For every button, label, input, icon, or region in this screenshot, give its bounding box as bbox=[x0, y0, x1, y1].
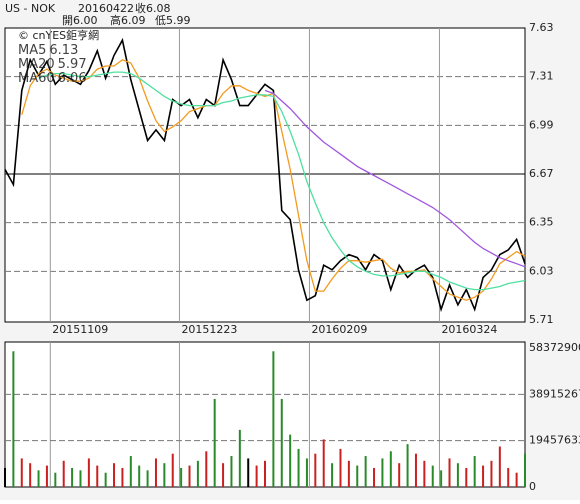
volume-bar bbox=[113, 463, 116, 487]
volume-bar bbox=[146, 470, 149, 487]
volume-bar bbox=[289, 434, 292, 487]
volume-bar bbox=[163, 463, 166, 487]
volume-bar bbox=[305, 458, 308, 487]
quote: 開6.00 bbox=[62, 14, 98, 27]
quote: 收6.08 bbox=[135, 1, 171, 15]
legend-entry: MA5 6.13 bbox=[18, 43, 78, 58]
legend-name: MA60 bbox=[18, 71, 55, 86]
y-tick-label: 5.71 bbox=[529, 313, 554, 326]
volume-bar bbox=[87, 458, 90, 487]
volume-bar bbox=[238, 429, 241, 487]
volume-bar bbox=[264, 460, 266, 487]
volume-bar bbox=[431, 465, 434, 487]
y-tick-label: 38915267 bbox=[529, 387, 580, 400]
volume-bar bbox=[154, 458, 157, 487]
volume-bar bbox=[347, 460, 350, 487]
volume-bar bbox=[62, 460, 65, 487]
y-tick-label: 6.35 bbox=[529, 216, 554, 229]
volume-bar bbox=[406, 444, 409, 487]
volume-bar bbox=[54, 472, 57, 487]
volume-bar bbox=[490, 460, 493, 487]
volume-bar bbox=[473, 456, 476, 487]
volume-bar bbox=[524, 453, 526, 487]
symbol: US - NOK bbox=[5, 2, 56, 15]
y-tick-label: 7.63 bbox=[529, 21, 554, 34]
y-tick-label: 58372900 bbox=[529, 341, 580, 354]
quote: 高6.09 bbox=[110, 13, 146, 27]
y-tick-label: 6.03 bbox=[529, 264, 554, 277]
line-2 bbox=[38, 71, 526, 291]
legend-value: 6.06 bbox=[58, 71, 87, 86]
quote: 低5.99 bbox=[155, 14, 191, 27]
volume-bar bbox=[79, 470, 82, 487]
volume-bar bbox=[515, 472, 518, 487]
volume-bar bbox=[456, 463, 459, 487]
volume-bar bbox=[314, 453, 317, 487]
y-tick-label: 19457633 bbox=[529, 434, 580, 447]
volume-bar bbox=[322, 439, 325, 487]
volume-bar bbox=[398, 463, 401, 487]
legend-entry: MA60 6.06 bbox=[18, 71, 87, 86]
volume-bar bbox=[222, 463, 225, 487]
volume-bar bbox=[280, 398, 283, 487]
volume-bar bbox=[331, 463, 334, 487]
volume-bar bbox=[482, 465, 485, 487]
volume-bar bbox=[213, 398, 216, 487]
volume-bar bbox=[29, 463, 32, 487]
volume-bar bbox=[414, 453, 417, 487]
date: 20160422 bbox=[78, 2, 134, 15]
volume-bar bbox=[255, 465, 258, 487]
volume-bar bbox=[12, 351, 15, 487]
line-3 bbox=[264, 89, 526, 268]
volume-bar bbox=[171, 453, 174, 487]
legend-value: 5.97 bbox=[58, 57, 87, 72]
volume-bar bbox=[272, 351, 275, 487]
volume-bar bbox=[297, 448, 300, 487]
volume-bar bbox=[373, 467, 376, 487]
volume-bar bbox=[465, 467, 468, 487]
volume-bar bbox=[339, 448, 342, 487]
volume-bar bbox=[180, 467, 183, 487]
volume-bar bbox=[381, 458, 384, 487]
volume-bar bbox=[129, 456, 132, 487]
legend-name: MA20 bbox=[18, 57, 55, 72]
legend-entry: MA20 5.97 bbox=[18, 57, 87, 72]
volume-bar bbox=[96, 465, 99, 487]
volume-bar bbox=[20, 458, 23, 487]
y-tick-label: 0 bbox=[529, 480, 536, 493]
volume-bar bbox=[364, 456, 367, 487]
legend-value: 6.13 bbox=[49, 43, 78, 58]
y-tick-label: 6.99 bbox=[529, 118, 554, 131]
y-tick-label: 7.31 bbox=[529, 70, 554, 83]
volume-bar bbox=[121, 467, 124, 487]
legend-name: MA5 bbox=[18, 43, 46, 58]
volume-bar bbox=[45, 465, 48, 487]
x-tick-label: 20160209 bbox=[311, 323, 367, 336]
x-tick-label: 20151223 bbox=[181, 323, 237, 336]
volume-bar bbox=[196, 460, 199, 487]
x-tick-label: 20160324 bbox=[441, 323, 497, 336]
volume-bar bbox=[356, 465, 359, 487]
volume-bar bbox=[37, 470, 40, 487]
volume-bar bbox=[188, 465, 191, 487]
volume-bar bbox=[4, 467, 6, 487]
volume-bar bbox=[230, 456, 233, 487]
volume-bar bbox=[423, 460, 426, 487]
volume-bar bbox=[448, 458, 451, 487]
source: © cnYES鉅亨網 bbox=[18, 28, 99, 42]
volume-bar bbox=[71, 467, 74, 487]
volume-bar bbox=[138, 465, 141, 487]
volume-bar bbox=[507, 467, 510, 487]
x-tick-label: 20151109 bbox=[52, 323, 108, 336]
volume-bar bbox=[440, 470, 443, 487]
volume-bar bbox=[247, 458, 250, 487]
volume-bar bbox=[205, 451, 208, 487]
volume-bar bbox=[389, 451, 392, 487]
volume-bar bbox=[498, 446, 501, 487]
line-0 bbox=[4, 37, 526, 313]
volume-bar bbox=[104, 472, 107, 487]
y-tick-label: 6.67 bbox=[529, 167, 554, 180]
